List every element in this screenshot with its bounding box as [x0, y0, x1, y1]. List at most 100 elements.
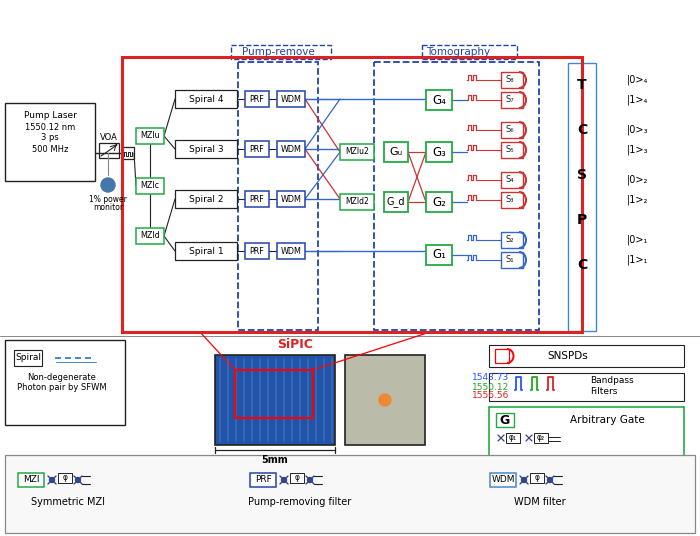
- Bar: [5, 103, 95, 181]
- Text: S₂: S₂: [505, 235, 514, 244]
- Bar: [277, 243, 305, 259]
- Bar: [489, 407, 684, 457]
- Bar: [277, 141, 305, 157]
- Text: T: T: [578, 78, 587, 92]
- Text: S: S: [577, 168, 587, 182]
- Text: Spiral 4: Spiral 4: [189, 94, 223, 103]
- Bar: [490, 473, 516, 487]
- Text: 500 MHz: 500 MHz: [32, 145, 68, 153]
- Text: S₅: S₅: [505, 145, 514, 154]
- Bar: [175, 90, 237, 108]
- Bar: [250, 473, 276, 487]
- Text: 5mm: 5mm: [262, 455, 288, 465]
- Text: MZIu: MZIu: [140, 131, 160, 140]
- Bar: [506, 433, 520, 443]
- Text: Pump-removing filter: Pump-removing filter: [248, 497, 351, 507]
- Circle shape: [281, 478, 286, 482]
- Text: Pump-remove: Pump-remove: [241, 47, 314, 57]
- Text: Non-degenerate: Non-degenerate: [27, 374, 97, 383]
- Text: PRF: PRF: [250, 247, 265, 256]
- Text: Spiral 3: Spiral 3: [189, 145, 223, 153]
- Bar: [5, 340, 125, 425]
- Bar: [530, 473, 544, 483]
- Bar: [501, 72, 523, 88]
- Text: WDM: WDM: [281, 145, 302, 153]
- Text: monitor: monitor: [93, 204, 123, 212]
- Text: PRF: PRF: [250, 195, 265, 204]
- Bar: [136, 228, 164, 244]
- Text: PRF: PRF: [250, 94, 265, 103]
- Text: MZIu2: MZIu2: [345, 147, 369, 157]
- Text: Photon pair by SFWM: Photon pair by SFWM: [18, 383, 107, 392]
- Bar: [136, 178, 164, 194]
- Text: |1>₁: |1>₁: [626, 255, 648, 265]
- Text: 3 ps: 3 ps: [41, 133, 59, 143]
- Text: P: P: [577, 213, 587, 227]
- Circle shape: [76, 478, 80, 482]
- Text: |1>₃: |1>₃: [626, 145, 648, 155]
- Text: Arbitrary Gate: Arbitrary Gate: [570, 415, 645, 425]
- Bar: [136, 128, 164, 144]
- Text: G_d: G_d: [386, 197, 405, 207]
- Bar: [122, 147, 134, 159]
- Text: φ: φ: [535, 473, 540, 482]
- Bar: [501, 172, 523, 188]
- Bar: [18, 473, 44, 487]
- Text: MZId: MZId: [140, 232, 160, 241]
- Circle shape: [101, 178, 115, 192]
- Bar: [245, 91, 269, 107]
- Text: S₈: S₈: [505, 76, 514, 85]
- Bar: [122, 57, 582, 332]
- Text: Symmetric MZI: Symmetric MZI: [31, 497, 105, 507]
- Bar: [426, 90, 452, 110]
- Text: G₄: G₄: [432, 93, 446, 107]
- Bar: [235, 370, 313, 418]
- Bar: [231, 45, 331, 59]
- Text: Pump Laser: Pump Laser: [24, 110, 76, 120]
- Bar: [245, 141, 269, 157]
- Bar: [496, 413, 514, 427]
- Bar: [58, 473, 72, 483]
- Bar: [426, 192, 452, 212]
- Bar: [501, 192, 523, 208]
- Bar: [245, 243, 269, 259]
- Text: Spiral 1: Spiral 1: [189, 247, 223, 256]
- Text: φ₂: φ₂: [537, 434, 545, 443]
- Text: G₁: G₁: [432, 249, 446, 262]
- Bar: [340, 144, 374, 160]
- Text: G: G: [500, 413, 510, 427]
- Bar: [426, 142, 452, 162]
- Bar: [290, 473, 304, 483]
- Text: Bandpass
Filters: Bandpass Filters: [590, 376, 634, 396]
- Text: 1556.56: 1556.56: [472, 391, 509, 400]
- Bar: [568, 63, 596, 331]
- Bar: [238, 62, 318, 330]
- Text: MZIc: MZIc: [141, 182, 160, 190]
- Bar: [175, 140, 237, 158]
- Text: Gᵤ: Gᵤ: [389, 147, 402, 157]
- Bar: [99, 143, 119, 158]
- Text: WDM: WDM: [491, 475, 514, 485]
- Text: WDM filter: WDM filter: [514, 497, 566, 507]
- Bar: [14, 350, 42, 366]
- Text: |1>₄: |1>₄: [626, 95, 648, 105]
- Text: S₄: S₄: [505, 175, 514, 184]
- Bar: [340, 194, 374, 210]
- Text: G₃: G₃: [432, 145, 446, 159]
- Bar: [489, 373, 684, 401]
- Text: WDM: WDM: [281, 94, 302, 103]
- Bar: [374, 62, 539, 330]
- Text: SiPIC: SiPIC: [277, 339, 313, 352]
- Text: |0>₁: |0>₁: [626, 235, 648, 245]
- Text: 1% power: 1% power: [89, 196, 127, 205]
- Text: MZI: MZI: [22, 475, 39, 485]
- Text: WDM: WDM: [281, 247, 302, 256]
- Bar: [501, 142, 523, 158]
- Text: G₂: G₂: [432, 196, 446, 209]
- Bar: [5, 455, 695, 533]
- Bar: [277, 191, 305, 207]
- Text: φ: φ: [295, 473, 300, 482]
- Text: Spiral 2: Spiral 2: [189, 195, 223, 204]
- Text: 1550.12: 1550.12: [472, 383, 509, 391]
- Bar: [384, 192, 408, 212]
